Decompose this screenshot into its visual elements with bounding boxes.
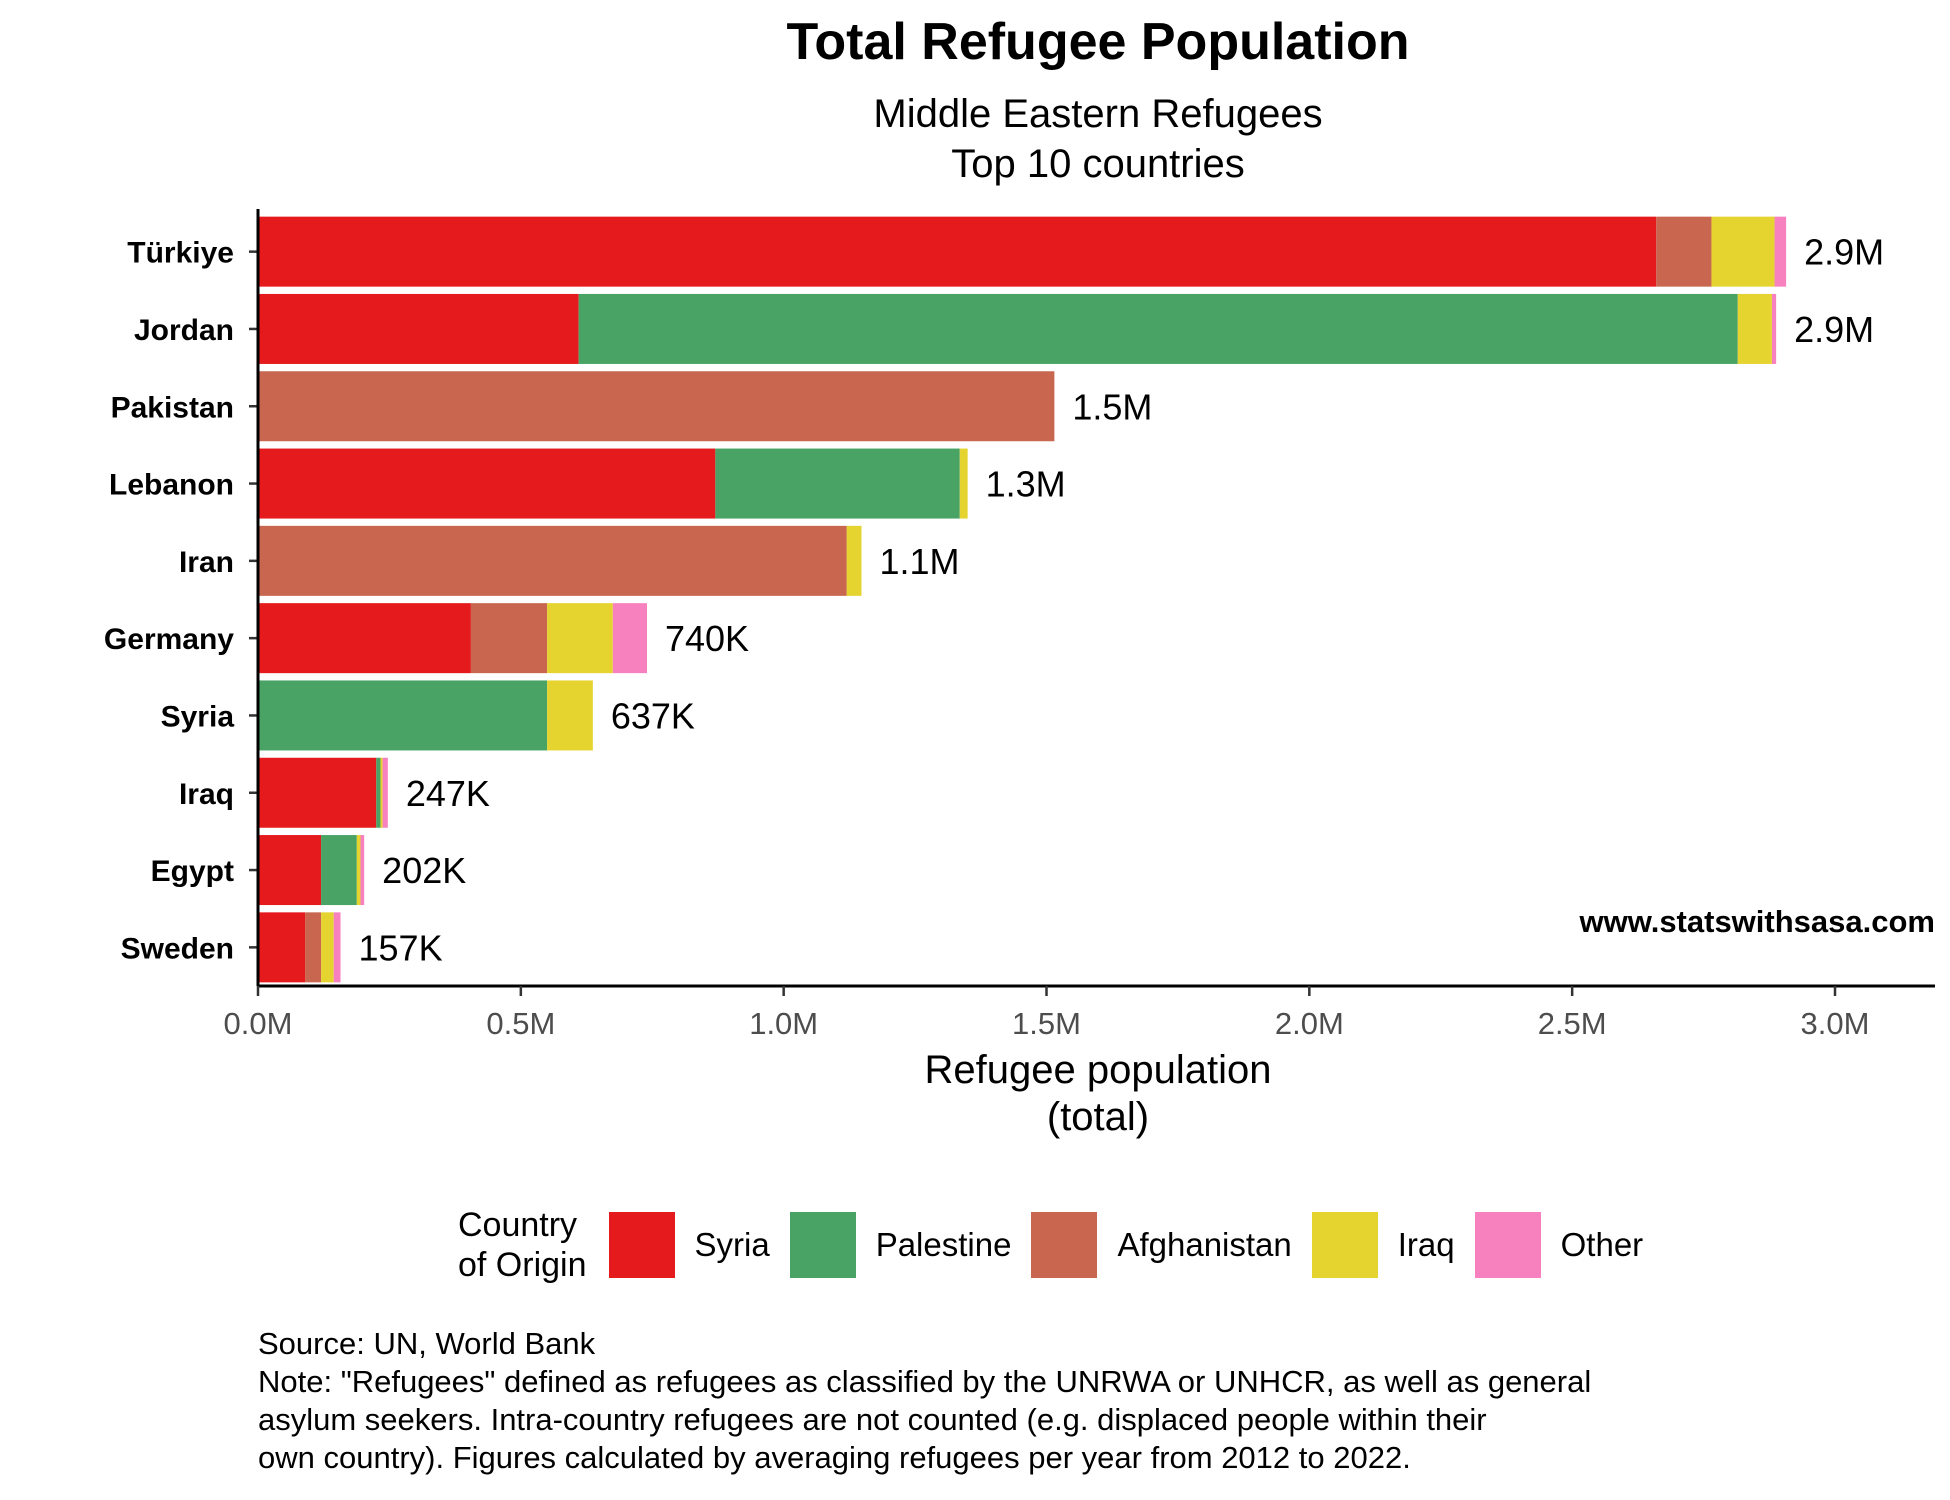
bar-segment-turkiye-other xyxy=(1774,216,1787,287)
y-tick-label-iran: Iran xyxy=(179,546,234,579)
bar-segment-turkiye-iraq xyxy=(1711,216,1775,287)
bar-segment-egypt-other xyxy=(360,835,365,906)
bar-segment-iraq-syria xyxy=(258,757,377,828)
bar-segment-iraq-other xyxy=(382,757,388,828)
bar-segment-syria-iraq xyxy=(547,680,593,751)
bar-segment-sweden-afghanistan xyxy=(305,912,322,983)
source-text: Source: UN, World Bank xyxy=(258,1326,596,1361)
watermark-text: www.statswithsasa.com xyxy=(1579,904,1935,939)
legend-item-iraq: Iraq xyxy=(1311,1212,1459,1278)
y-tick-label-syria: Syria xyxy=(161,700,235,733)
bar-segment-germany-iraq xyxy=(547,603,613,674)
bars-layer xyxy=(258,216,1787,983)
chart-subtitle-line-2: Top 10 countries xyxy=(951,142,1245,186)
total-label-sweden: 157K xyxy=(359,927,443,968)
total-label-iraq: 247K xyxy=(406,773,490,814)
bar-segment-egypt-syria xyxy=(258,835,322,906)
total-label-iran: 1.1M xyxy=(879,541,959,582)
x-tick-label-1: 0.5M xyxy=(486,1006,555,1041)
y-tick-label-pakistan: Pakistan xyxy=(111,391,234,424)
bar-segment-iran-afghanistan xyxy=(258,525,847,596)
bar-segment-jordan-palestine xyxy=(578,293,1738,364)
bar-segment-sweden-syria xyxy=(258,912,306,983)
legend-title-line-1: Country xyxy=(458,1206,578,1244)
y-tick-label-lebanon: Lebanon xyxy=(109,469,234,502)
bar-segment-lebanon-syria xyxy=(258,448,716,519)
total-label-pakistan: 1.5M xyxy=(1072,386,1152,427)
y-tick-label-iraq: Iraq xyxy=(179,778,234,811)
x-tick-label-0: 0.0M xyxy=(224,1006,293,1041)
legend-swatch-palestine xyxy=(789,1212,856,1278)
x-tick-label-5: 2.5M xyxy=(1538,1006,1607,1041)
total-label-germany: 740K xyxy=(665,618,749,659)
legend-swatch-other xyxy=(1474,1212,1541,1278)
bar-segment-turkiye-syria xyxy=(258,216,1657,287)
bar-segment-lebanon-iraq xyxy=(959,448,968,519)
total-label-egypt: 202K xyxy=(382,850,466,891)
chart-footer: Source: UN, World Bank Note: "Refugees" … xyxy=(258,1325,1918,1477)
legend-swatch-syria xyxy=(608,1212,675,1278)
bar-segment-iraq-palestine xyxy=(376,757,381,828)
legend-title: Country of Origin xyxy=(458,1205,587,1285)
y-tick-label-turkiye: Türkiye xyxy=(127,237,234,270)
bar-segment-lebanon-palestine xyxy=(715,448,960,519)
bar-segment-jordan-other xyxy=(1771,293,1777,364)
x-axis-title-line-1: Refugee population xyxy=(925,1048,1272,1092)
legend-label-syria: Syria xyxy=(694,1226,770,1263)
x-tick-label-4: 2.0M xyxy=(1275,1006,1344,1041)
bar-segment-germany-syria xyxy=(258,603,471,674)
legend-swatch-iraq xyxy=(1311,1212,1378,1278)
legend-item-syria: Syria xyxy=(608,1212,774,1278)
chart-title: Total Refugee Population xyxy=(786,13,1410,71)
bar-segment-iraq-iraq xyxy=(380,757,383,828)
chart-subtitle-line-1: Middle Eastern Refugees xyxy=(873,92,1323,136)
bar-segment-egypt-palestine xyxy=(321,835,357,906)
bar-segment-pakistan-afghanistan xyxy=(258,371,1055,442)
bar-segment-iran-iraq xyxy=(846,525,862,596)
bar-segment-egypt-iraq xyxy=(356,835,361,906)
bar-segment-sweden-iraq xyxy=(321,912,334,983)
legend-swatch-afghanistan xyxy=(1031,1212,1098,1278)
total-label-syria: 637K xyxy=(611,695,695,736)
bar-segment-jordan-iraq xyxy=(1737,293,1772,364)
legend-label-iraq: Iraq xyxy=(1397,1226,1455,1263)
y-tick-label-jordan: Jordan xyxy=(134,314,234,347)
bar-segment-germany-afghanistan xyxy=(470,603,548,674)
x-tick-label-2: 1.0M xyxy=(749,1006,818,1041)
legend-label-afghanistan: Afghanistan xyxy=(1117,1226,1292,1263)
y-tick-label-germany: Germany xyxy=(104,623,234,656)
note-line-3: own country). Figures calculated by aver… xyxy=(258,1440,1411,1475)
legend-item-afghanistan: Afghanistan xyxy=(1031,1212,1295,1278)
total-label-jordan: 2.9M xyxy=(1794,309,1874,350)
y-tick-label-egypt: Egypt xyxy=(151,855,234,888)
note-text: Note: "Refugees" defined as refugees as … xyxy=(258,1363,1918,1477)
legend-title-line-2: of Origin xyxy=(458,1246,587,1284)
bar-segment-turkiye-afghanistan xyxy=(1656,216,1712,287)
bar-segment-jordan-syria xyxy=(258,293,579,364)
bar-segment-germany-other xyxy=(612,603,647,674)
total-label-lebanon: 1.3M xyxy=(986,464,1066,505)
legend-label-palestine: Palestine xyxy=(875,1226,1012,1263)
legend-item-palestine: Palestine xyxy=(789,1212,1016,1278)
x-tick-label-6: 3.0M xyxy=(1801,1006,1870,1041)
axes-layer: Türkiye Jordan Pakistan Lebanon Iran Germany S… xyxy=(104,209,1935,1041)
legend-label-other: Other xyxy=(1560,1226,1644,1263)
x-tick-label-3: 1.5M xyxy=(1012,1006,1081,1041)
total-label-turkiye: 2.9M xyxy=(1804,232,1884,273)
note-line-2: asylum seekers. Intra-country refugees a… xyxy=(258,1402,1487,1437)
bar-segment-sweden-other xyxy=(333,912,341,983)
note-line-1: Note: "Refugees" defined as refugees as … xyxy=(258,1364,1592,1399)
legend-item-other: Other xyxy=(1474,1212,1648,1278)
bar-segment-syria-palestine xyxy=(258,680,548,751)
y-tick-label-sweden: Sweden xyxy=(121,932,234,965)
legend: Country of Origin Syria Palestine Afghan… xyxy=(458,1205,1663,1285)
labels-layer: 2.9M 2.9M 1.5M1.3M 1.1M 740K 637K 247K 202K 157K xyxy=(359,232,1885,969)
x-axis-title-line-2: (total) xyxy=(1047,1095,1149,1139)
